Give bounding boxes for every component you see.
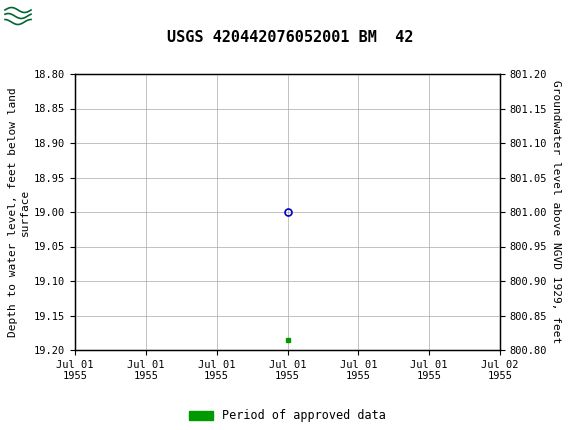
Text: USGS: USGS bbox=[36, 7, 87, 25]
Text: USGS 420442076052001 BM  42: USGS 420442076052001 BM 42 bbox=[167, 30, 413, 44]
Legend: Period of approved data: Period of approved data bbox=[184, 405, 391, 427]
Y-axis label: Depth to water level, feet below land
surface: Depth to water level, feet below land su… bbox=[8, 87, 30, 337]
Y-axis label: Groundwater level above NGVD 1929, feet: Groundwater level above NGVD 1929, feet bbox=[551, 80, 561, 344]
Bar bbox=[4, 4, 32, 28]
